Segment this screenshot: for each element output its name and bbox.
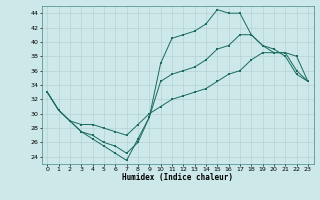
X-axis label: Humidex (Indice chaleur): Humidex (Indice chaleur) — [122, 173, 233, 182]
